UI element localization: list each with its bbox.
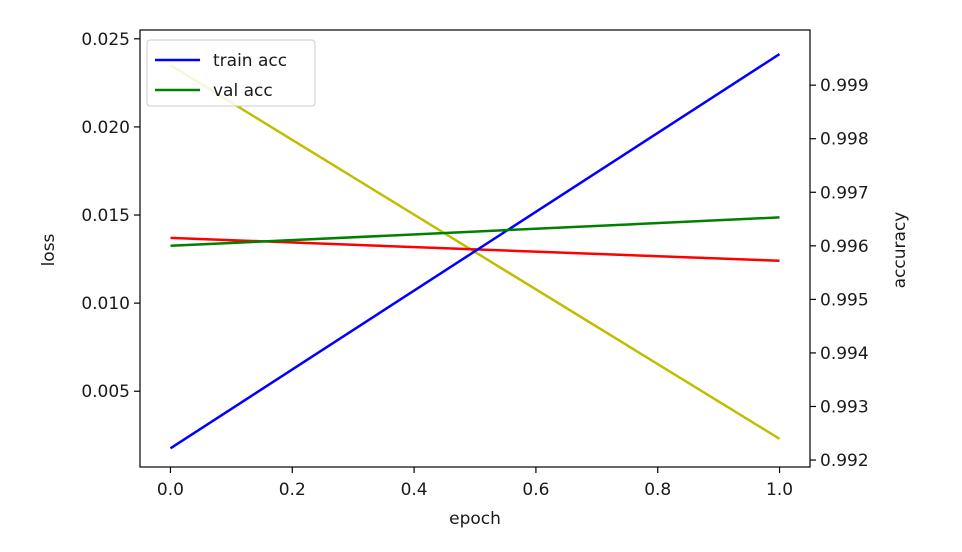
legend-label: train acc [213,51,287,71]
y-axis-left: 0.005 0.010 0.015 0.020 0.025 [81,30,140,402]
y-axis-left-title: loss [39,233,59,266]
x-tick-label: 0.0 [157,480,184,500]
series-line-train-acc [169,53,781,450]
legend: train acc val acc [146,39,316,107]
series-layer [169,53,781,450]
y-right-tick-label: 0.993 [820,397,869,417]
series-line-val-acc [170,216,780,248]
y-left-tick-label: 0.025 [81,30,130,50]
x-tick-label: 0.2 [279,480,306,500]
y-right-tick-label: 0.997 [820,183,869,203]
x-tick-label: 0.4 [401,480,428,500]
y-right-tick-label: 0.994 [820,344,869,364]
legend-label: val acc [213,81,273,101]
y-left-tick-label: 0.010 [81,294,130,314]
x-axis: 0.0 0.2 0.4 0.6 0.8 1.0 [157,467,793,500]
x-axis-title: epoch [449,509,501,529]
x-tick-label: 0.8 [644,480,671,500]
y-left-tick-label: 0.005 [81,382,130,402]
y-left-tick-label: 0.020 [81,118,130,138]
y-axis-right-title: accuracy [890,212,910,289]
y-left-tick-label: 0.015 [81,206,130,226]
y-right-tick-label: 0.998 [820,130,869,150]
y-right-tick-label: 0.995 [820,290,869,310]
plot-frame [139,29,811,468]
x-tick-label: 1.0 [766,480,793,500]
y-right-tick-label: 0.999 [820,76,869,96]
y-right-tick-label: 0.996 [820,237,869,257]
x-tick-label: 0.6 [522,480,549,500]
legend-items: train acc val acc [155,51,287,101]
y-axis-right: 0.992 0.993 0.994 0.995 0.996 0.997 0.998 0.999 [810,76,869,471]
y-right-tick-label: 0.992 [820,451,869,471]
